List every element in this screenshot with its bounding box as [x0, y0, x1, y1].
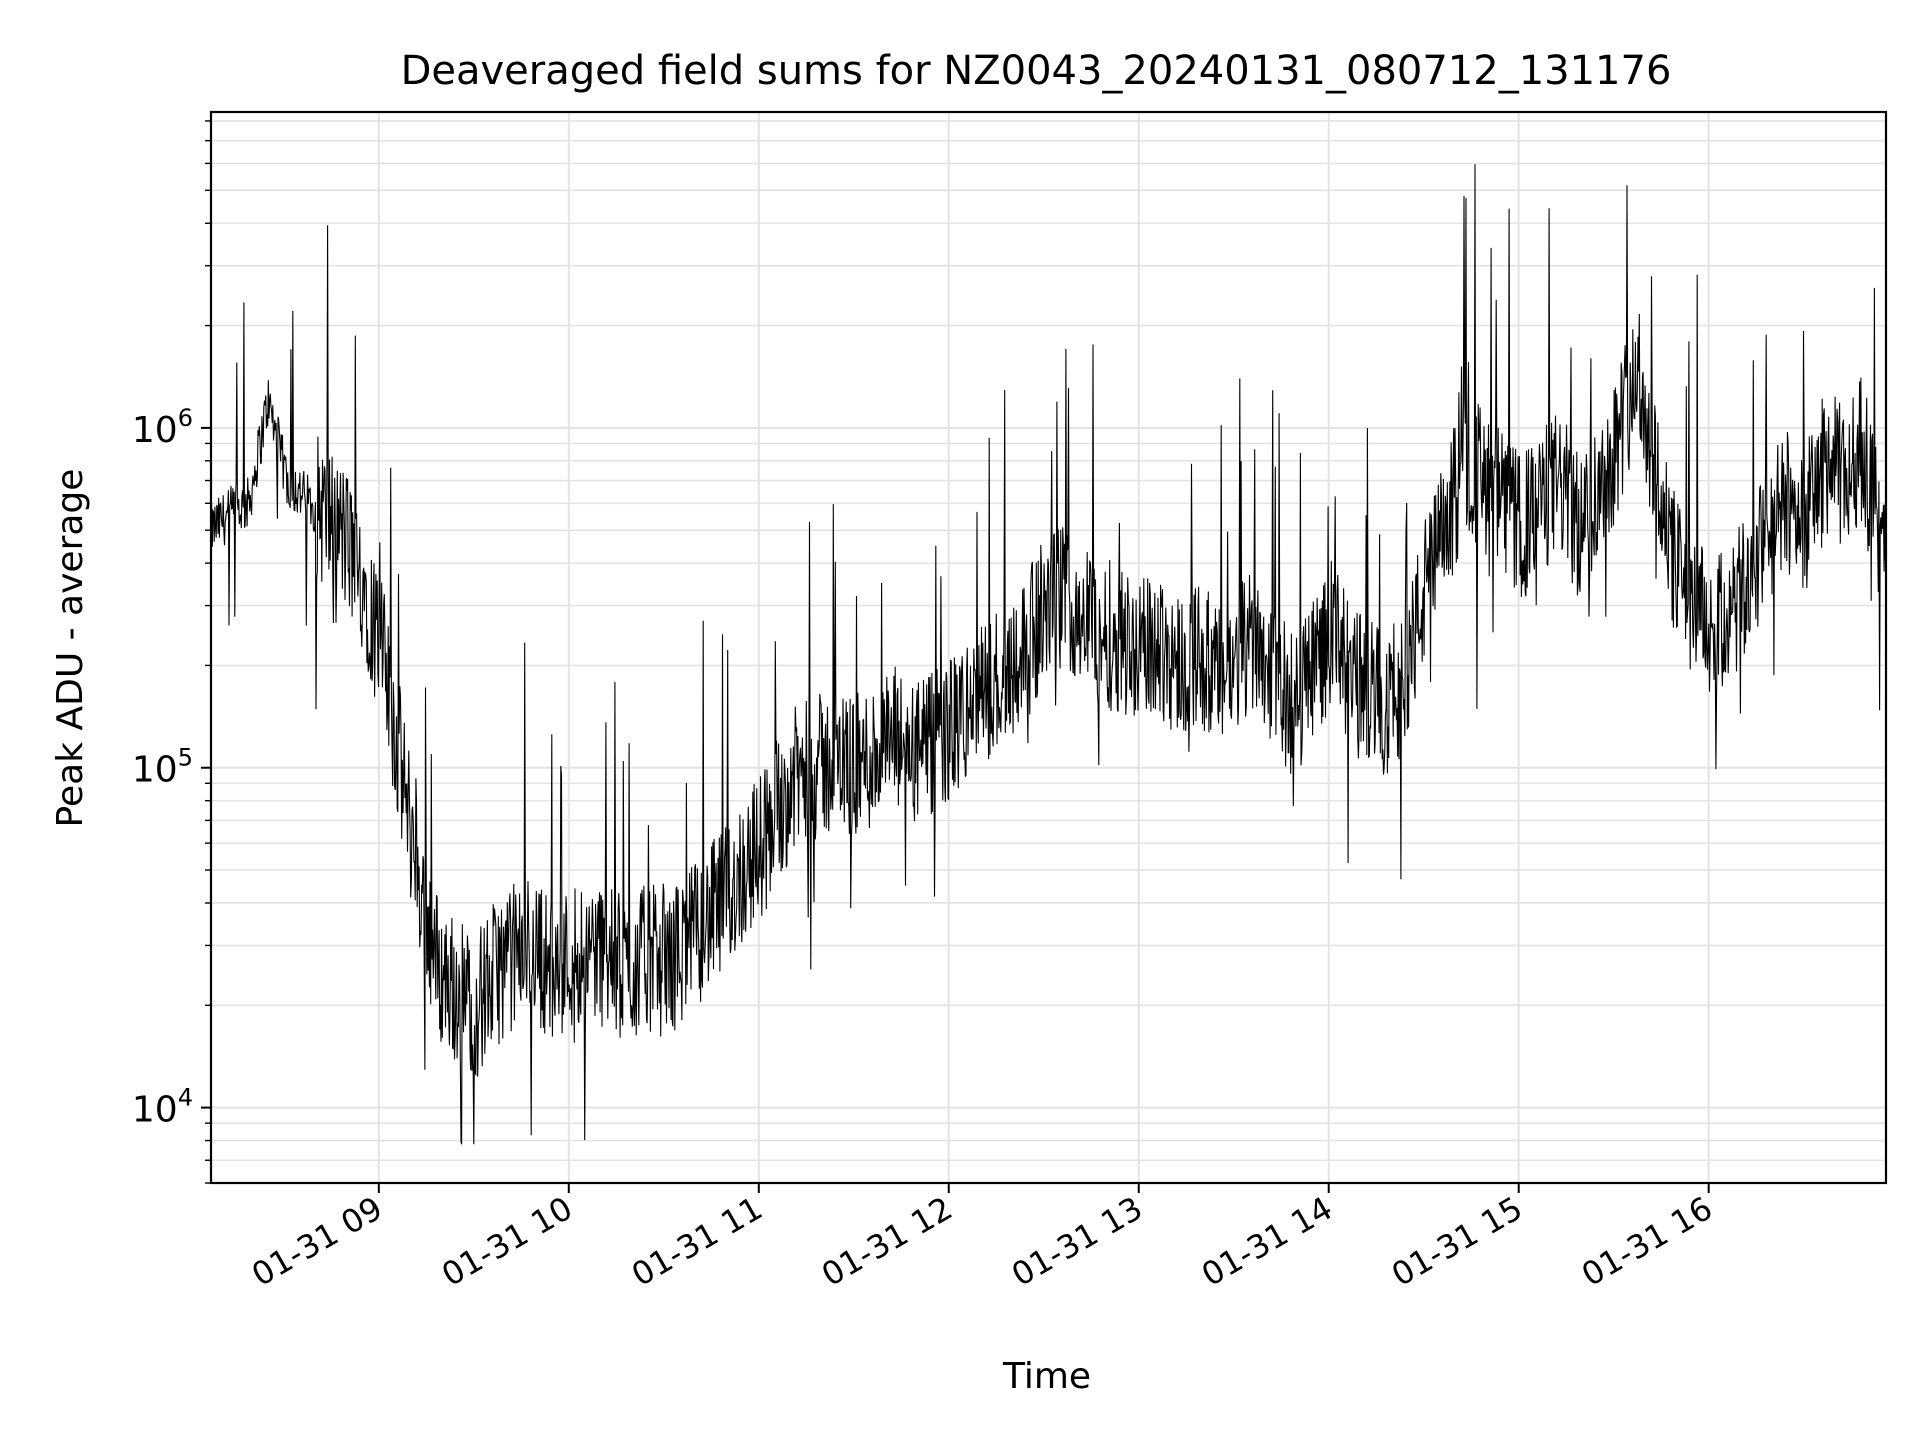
y-tick-base: 10: [132, 750, 178, 791]
y-tick-exponent: 4: [178, 1084, 193, 1112]
y-tick-label: 105: [132, 744, 193, 791]
y-tick-label: 106: [132, 404, 193, 451]
y-axis-label: Peak ADU - average: [50, 469, 91, 828]
plot-frame: [209, 110, 1888, 1185]
y-tick-base: 10: [132, 1090, 178, 1131]
chart-title: Deaveraged field sums for NZ0043_2024013…: [401, 48, 1672, 94]
y-tick-label: 104: [132, 1084, 193, 1131]
y-tick-exponent: 6: [178, 404, 193, 432]
y-tick-exponent: 5: [178, 744, 193, 772]
x-axis-label: Time: [1002, 1356, 1091, 1397]
series-line: [210, 164, 1887, 1145]
grid: [211, 112, 1886, 1184]
data-layer: [210, 164, 1887, 1145]
y-tick-base: 10: [132, 410, 178, 451]
